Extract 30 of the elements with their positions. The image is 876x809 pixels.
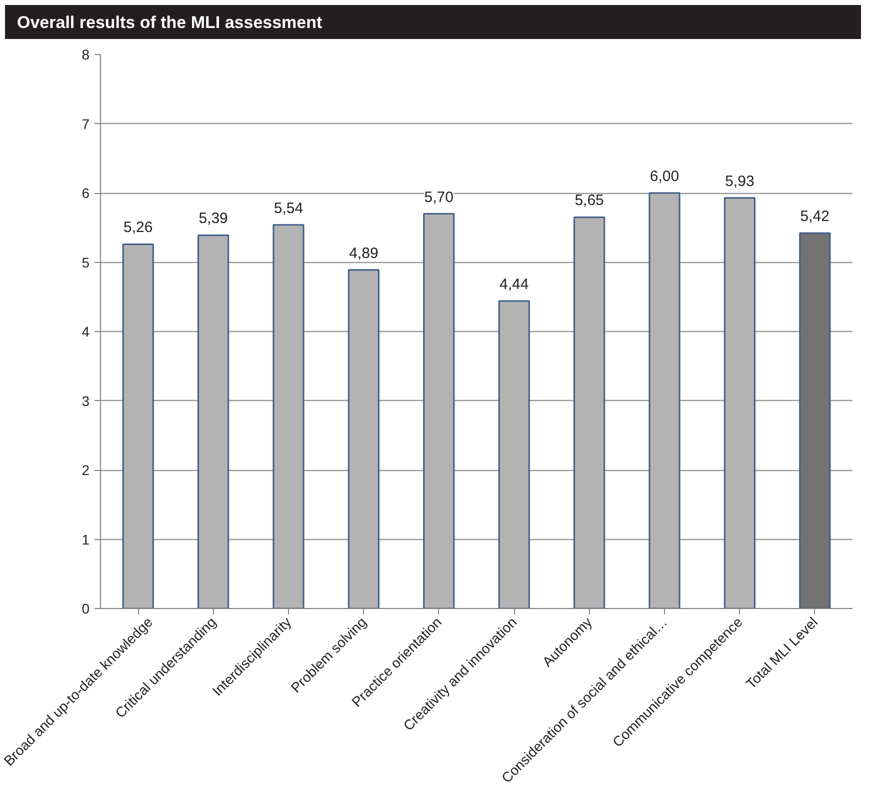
data-label: 5,54: [274, 200, 304, 217]
bar: [498, 300, 530, 608]
bar: [423, 213, 455, 608]
data-label: 4,89: [349, 244, 378, 262]
y-tick-label: 7: [82, 116, 90, 132]
bar: [799, 232, 831, 608]
bar: [198, 234, 230, 608]
bar: [724, 197, 756, 608]
y-tick-label: 8: [82, 46, 90, 62]
data-label: 5,39: [198, 210, 228, 228]
data-label: 6,00: [650, 168, 680, 185]
y-tick-label: 0: [82, 600, 90, 616]
bar: [348, 269, 380, 608]
bar: [272, 224, 304, 608]
data-label: 5,93: [725, 172, 754, 190]
y-tick-label: 5: [82, 254, 90, 270]
chart-title: Overall results of the MLI assessment: [17, 12, 322, 34]
y-tick-label: 2: [82, 462, 90, 478]
bar: [648, 192, 680, 608]
bar: [122, 243, 154, 608]
data-label: 5,65: [574, 192, 604, 210]
y-tick-label: 3: [82, 392, 90, 409]
data-label: 4,44: [500, 276, 529, 294]
data-label: 5,42: [800, 208, 830, 226]
data-label: 5,26: [124, 219, 153, 236]
data-label: 5,70: [424, 188, 454, 206]
y-tick-label: 4: [82, 324, 90, 340]
y-tick-label: 1: [82, 531, 90, 548]
y-tick-label: 6: [82, 185, 90, 201]
bar: [574, 216, 606, 608]
